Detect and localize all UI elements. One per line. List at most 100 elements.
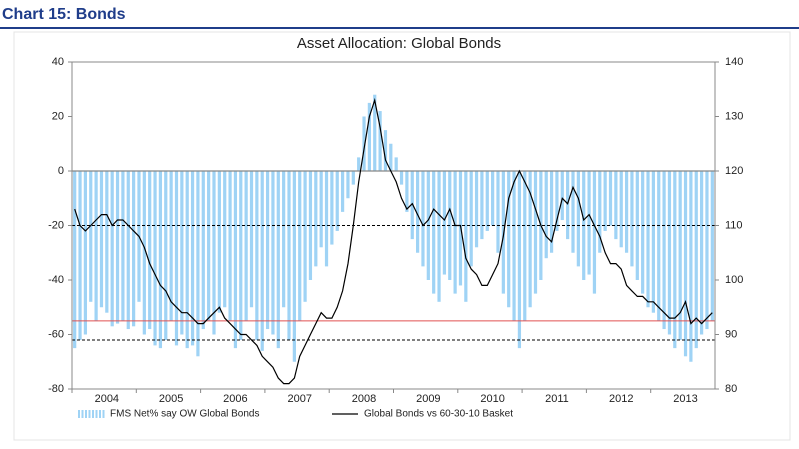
bar	[523, 171, 527, 321]
x-tick-label: 2009	[416, 393, 440, 405]
bar	[276, 171, 280, 349]
bar	[362, 116, 366, 171]
bar	[549, 171, 554, 253]
bar	[164, 171, 168, 340]
bar	[480, 171, 484, 240]
y2-tick-label: 140	[725, 56, 743, 68]
bar	[517, 171, 522, 349]
legend-label: FMS Net% say OW Global Bonds	[110, 409, 260, 420]
bar	[566, 171, 570, 240]
bar	[265, 171, 270, 330]
bar	[335, 171, 339, 231]
bar	[196, 171, 200, 357]
bar	[180, 171, 184, 335]
bar	[228, 171, 232, 321]
bar	[394, 157, 398, 171]
bar	[662, 171, 666, 330]
bar	[357, 157, 361, 171]
bar	[657, 171, 661, 321]
bar	[78, 171, 82, 340]
x-tick-label: 2007	[287, 393, 311, 405]
x-tick-label: 2011	[545, 393, 569, 405]
x-tick-label: 2008	[352, 393, 376, 405]
bar	[432, 171, 436, 294]
bar	[351, 171, 355, 185]
bar	[421, 171, 425, 267]
bar	[641, 171, 645, 294]
bar	[233, 171, 238, 349]
bar	[528, 171, 532, 308]
bar	[614, 171, 618, 240]
x-tick-label: 2012	[609, 393, 633, 405]
chart-frame	[13, 31, 791, 441]
bar	[174, 171, 179, 346]
bar	[115, 171, 120, 324]
legend-swatch	[81, 410, 84, 418]
bar	[153, 171, 157, 346]
x-tick-label: 2005	[159, 393, 183, 405]
bar	[105, 171, 109, 313]
y-tick-label: 0	[58, 165, 64, 177]
bar	[576, 171, 580, 267]
bar	[512, 171, 516, 321]
bar	[244, 171, 248, 321]
bar	[314, 171, 318, 267]
bar	[630, 171, 634, 267]
bar	[330, 171, 334, 245]
bar	[533, 171, 538, 294]
x-tick-label: 2004	[95, 393, 119, 405]
bar	[689, 171, 693, 362]
legend-swatch	[95, 410, 98, 418]
bar	[132, 171, 136, 327]
bar	[416, 171, 420, 253]
bar	[271, 171, 275, 335]
bar	[399, 171, 404, 185]
legend-swatch	[88, 410, 91, 418]
bar	[474, 171, 479, 248]
bar	[346, 171, 350, 199]
bar	[190, 171, 195, 346]
bar	[367, 102, 371, 171]
bar	[507, 171, 511, 308]
x-tick-label: 2013	[673, 393, 697, 405]
bar	[469, 171, 473, 267]
bar	[282, 171, 286, 308]
bar	[126, 171, 130, 330]
bar	[555, 171, 559, 231]
y-tick-label: -20	[48, 219, 64, 231]
bar	[185, 171, 189, 349]
y-tick-label: -60	[48, 328, 64, 340]
bar	[319, 171, 323, 248]
y-tick-label: 40	[52, 56, 64, 68]
bar	[544, 171, 548, 259]
bar	[592, 171, 597, 294]
bar	[255, 171, 259, 340]
y2-tick-label: 90	[725, 328, 737, 340]
y-tick-label: -40	[48, 274, 64, 286]
bar	[217, 171, 221, 313]
bar	[373, 94, 377, 171]
bar	[683, 171, 688, 357]
bar	[646, 171, 650, 308]
bar	[73, 171, 77, 349]
legend-swatch	[85, 410, 87, 418]
bar	[608, 171, 613, 226]
legend-swatch	[78, 410, 80, 418]
bar	[453, 171, 457, 294]
bar	[169, 171, 173, 321]
chart-title: Asset Allocation: Global Bonds	[297, 35, 501, 52]
bar	[89, 171, 93, 302]
bar	[239, 171, 243, 340]
bar	[223, 171, 227, 308]
bar	[603, 171, 607, 231]
bar	[340, 171, 345, 212]
bar	[673, 171, 677, 349]
bar	[212, 171, 216, 335]
x-tick-label: 2006	[223, 393, 247, 405]
bar	[207, 171, 211, 321]
bar	[389, 143, 393, 171]
bar	[464, 171, 468, 302]
line	[74, 97, 713, 385]
bar	[303, 171, 307, 302]
